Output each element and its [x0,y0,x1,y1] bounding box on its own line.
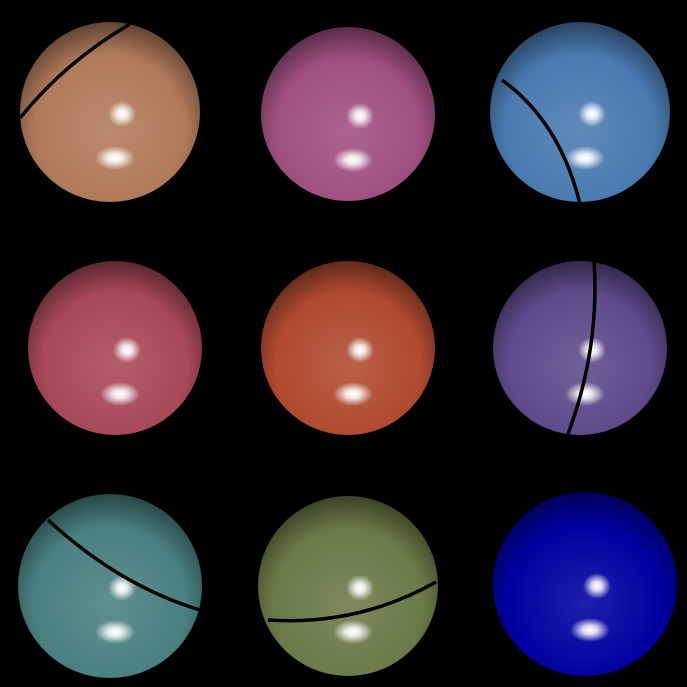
sphere [261,261,435,435]
sphere-seam-line [500,78,582,202]
specular-highlight [333,382,373,406]
specular-highlight [108,101,136,127]
specular-highlight [578,101,606,127]
specular-highlight [565,382,605,406]
specular-highlight [113,337,141,363]
sphere-seam-line [20,22,131,120]
specular-highlight [95,620,135,644]
specular-highlight [333,148,373,172]
sphere [20,22,200,202]
sphere [490,22,670,202]
specular-highlight [346,575,374,601]
sphere-seam-line [566,261,597,435]
sphere [18,494,202,678]
sphere-seam-line [267,580,437,623]
sphere [28,261,202,435]
sphere [258,496,438,676]
sphere [493,261,667,435]
specular-highlight [333,620,373,644]
specular-highlight [100,382,140,406]
specular-highlight [346,337,374,363]
sphere [261,27,435,201]
specular-highlight [570,618,610,642]
specular-highlight [583,573,611,599]
specular-highlight [565,146,605,170]
sphere-seam-line [46,518,201,612]
sphere [493,492,677,676]
specular-highlight [95,146,135,170]
specular-highlight [578,337,606,363]
specular-highlight [108,575,136,601]
specular-highlight [346,103,374,129]
